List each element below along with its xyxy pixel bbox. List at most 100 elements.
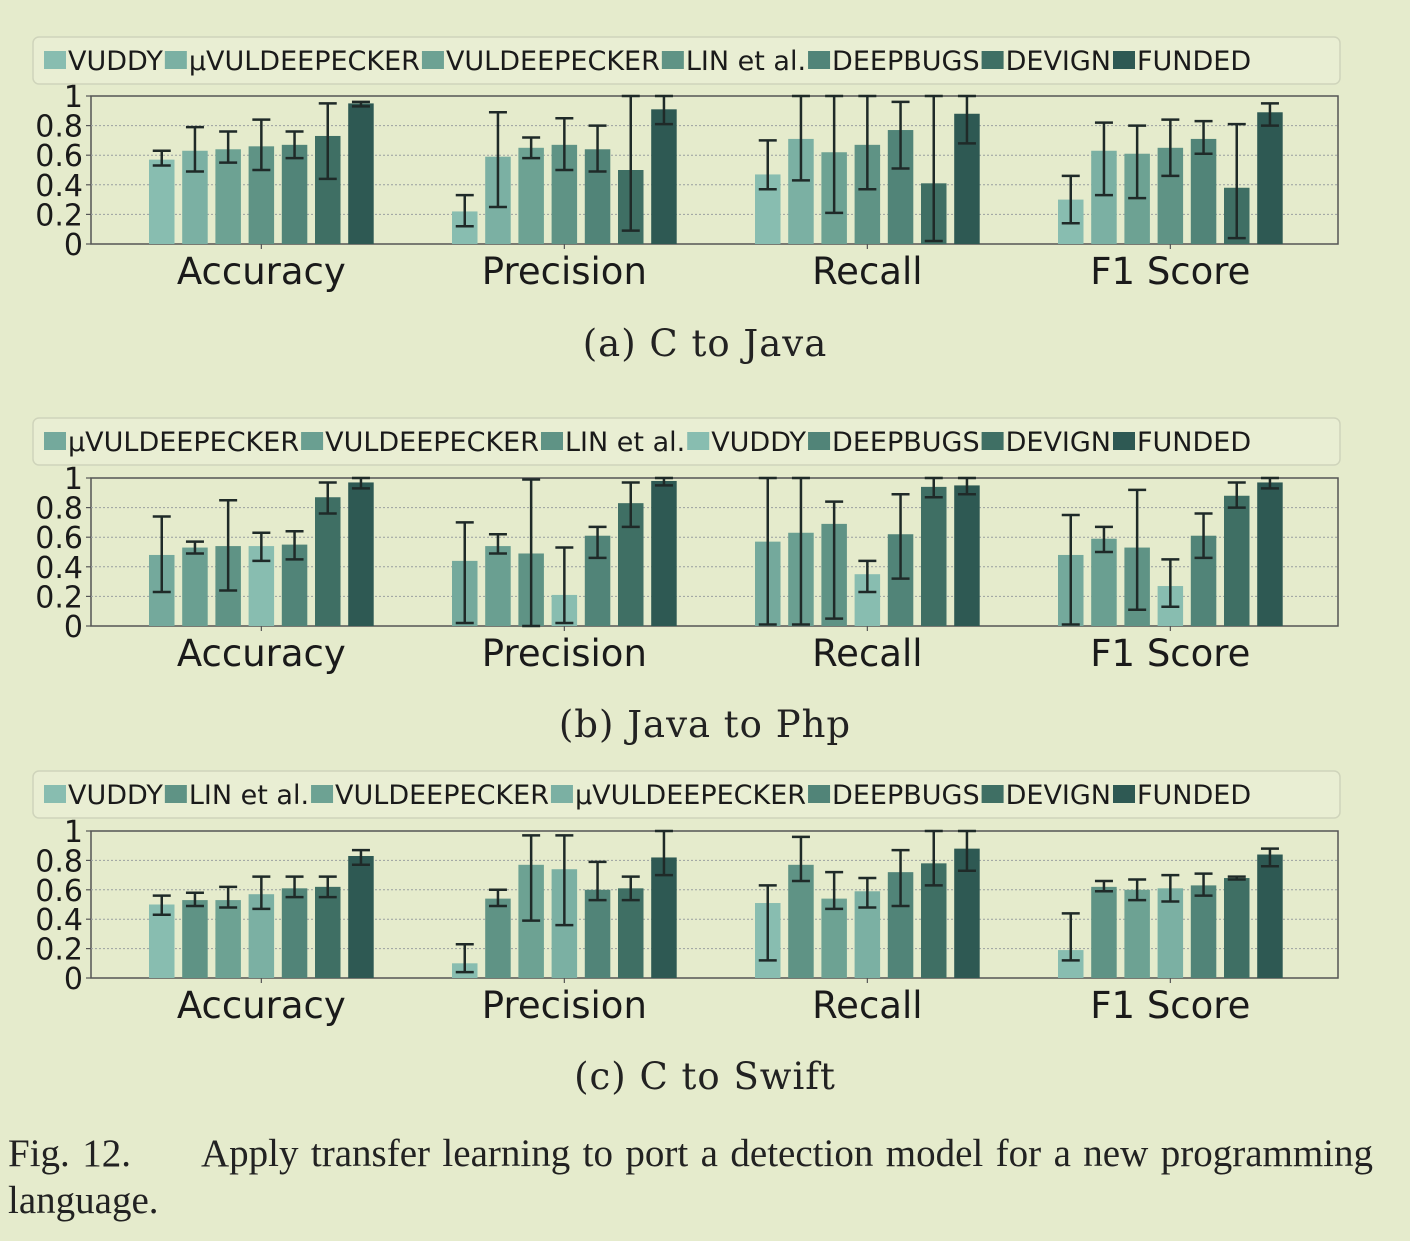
bar [1190, 138, 1217, 244]
y-tick-label: 0 [64, 962, 83, 997]
legend-swatch [421, 51, 444, 69]
x-tick-label: Precision [482, 984, 647, 1027]
legend-swatch [981, 51, 1004, 69]
legend-item: DEEPBUGS [808, 780, 980, 811]
legend-item: LIN et al. [541, 427, 685, 458]
y-tick-label: 0.6 [35, 139, 83, 174]
legend-label: FUNDED [1137, 46, 1251, 77]
legend-swatch [981, 785, 1004, 803]
legend-label: LIN et al. [686, 46, 806, 77]
plot-frame [90, 95, 1339, 245]
bar [518, 147, 544, 244]
y-tick-label: 1 [64, 462, 83, 497]
legend-item: DEVIGN [981, 780, 1111, 811]
legend-label: VUDDY [68, 780, 163, 811]
y-tick-label: 0.2 [35, 198, 83, 233]
bar [315, 886, 341, 978]
bar [485, 546, 511, 626]
figure-caption-text: Apply transfer learning to port a detect… [8, 1132, 1374, 1222]
bar [954, 485, 980, 626]
bar [651, 109, 677, 244]
legend-label: VULDEEPECKER [325, 427, 539, 458]
panel-caption-c: (c) C to Swift [574, 1055, 836, 1098]
y-tick-label: 1 [64, 80, 83, 115]
figure-label: Fig. 12. [8, 1132, 131, 1175]
legend-label: DEEPBUGS [832, 46, 980, 77]
legend-item: VUDDY [44, 780, 163, 811]
bar [651, 480, 677, 626]
x-tick-label: F1 Score [1090, 632, 1250, 675]
bar [1257, 112, 1283, 244]
legend-label: DEEPBUGS [832, 780, 980, 811]
y-tick-label: 0.4 [35, 169, 83, 204]
legend-item: DEVIGN [981, 46, 1111, 77]
bar [281, 144, 308, 244]
x-tick-label: Recall [812, 632, 922, 675]
figure-caption: Fig. 12. Apply transfer learning to port … [8, 1130, 1373, 1224]
legend-swatch [1113, 51, 1135, 69]
legend-item: VULDEEPECKER [301, 427, 539, 458]
bar [788, 864, 814, 978]
legend-label: DEEPBUGS [832, 427, 980, 458]
y-tick-label: 0.2 [35, 580, 83, 615]
legend-swatch [164, 785, 187, 803]
legend-swatch [541, 432, 563, 450]
legend-item: DEEPBUGS [808, 427, 980, 458]
bar [1091, 886, 1117, 978]
legend-item: LIN et al. [661, 46, 806, 77]
y-tick-label: 0.2 [35, 933, 83, 968]
y-tick-label: 0.6 [35, 874, 83, 909]
bar [182, 900, 208, 978]
bar [485, 898, 511, 978]
bar [1257, 854, 1283, 978]
legend-swatch [164, 51, 187, 69]
legend-item: DEEPBUGS [808, 46, 980, 77]
legend-label: DEVIGN [1006, 427, 1111, 458]
legend-label: μVULDEEPECKER [189, 46, 420, 77]
y-tick-label: 0.6 [35, 521, 83, 556]
bar [1157, 888, 1184, 978]
legend-label: DEVIGN [1006, 46, 1111, 77]
legend-swatch [44, 785, 66, 803]
legend-label: DEVIGN [1006, 780, 1111, 811]
bar [215, 149, 241, 244]
plot-frame [90, 830, 1339, 979]
y-tick-label: 0 [64, 228, 83, 263]
panel-caption-b: (b) Java to Php [558, 703, 852, 746]
bar [348, 855, 374, 978]
legend-item: FUNDED [1113, 780, 1251, 811]
y-tick-label: 0.8 [35, 844, 83, 879]
bar [348, 103, 374, 245]
x-tick-label: Accuracy [177, 984, 346, 1027]
x-tick-label: Precision [482, 632, 647, 675]
bar [215, 900, 241, 978]
legend-label: FUNDED [1137, 780, 1251, 811]
bar [921, 486, 947, 626]
x-tick-label: Accuracy [177, 250, 346, 293]
legend-box [32, 417, 1341, 466]
legend-swatch [661, 51, 684, 69]
bar [348, 482, 374, 626]
bar [1257, 482, 1283, 626]
chart-panel-2: VUDDY LIN et al. VULDEEPECKER μVULDEEPECKER… [32, 770, 1341, 1027]
panel-caption-a: (a) C to Java [582, 322, 828, 365]
bar [618, 888, 644, 978]
legend-label: VUDDY [68, 46, 163, 77]
legend-item: VUDDY [44, 46, 163, 77]
plot-frame [90, 477, 1339, 627]
legend-item: FUNDED [1113, 427, 1251, 458]
y-tick-label: 0.8 [35, 492, 83, 527]
legend-label: LIN et al. [565, 427, 685, 458]
legend-label: μVULDEEPECKER [68, 427, 299, 458]
bar [821, 898, 847, 978]
legend-label: FUNDED [1137, 427, 1251, 458]
legend-swatch [808, 432, 831, 450]
legend-box [32, 36, 1341, 85]
bar [651, 857, 677, 978]
bar [1190, 885, 1217, 978]
bar [1124, 889, 1150, 978]
x-tick-label: Recall [812, 984, 922, 1027]
bar [281, 888, 308, 978]
bar [149, 904, 175, 978]
